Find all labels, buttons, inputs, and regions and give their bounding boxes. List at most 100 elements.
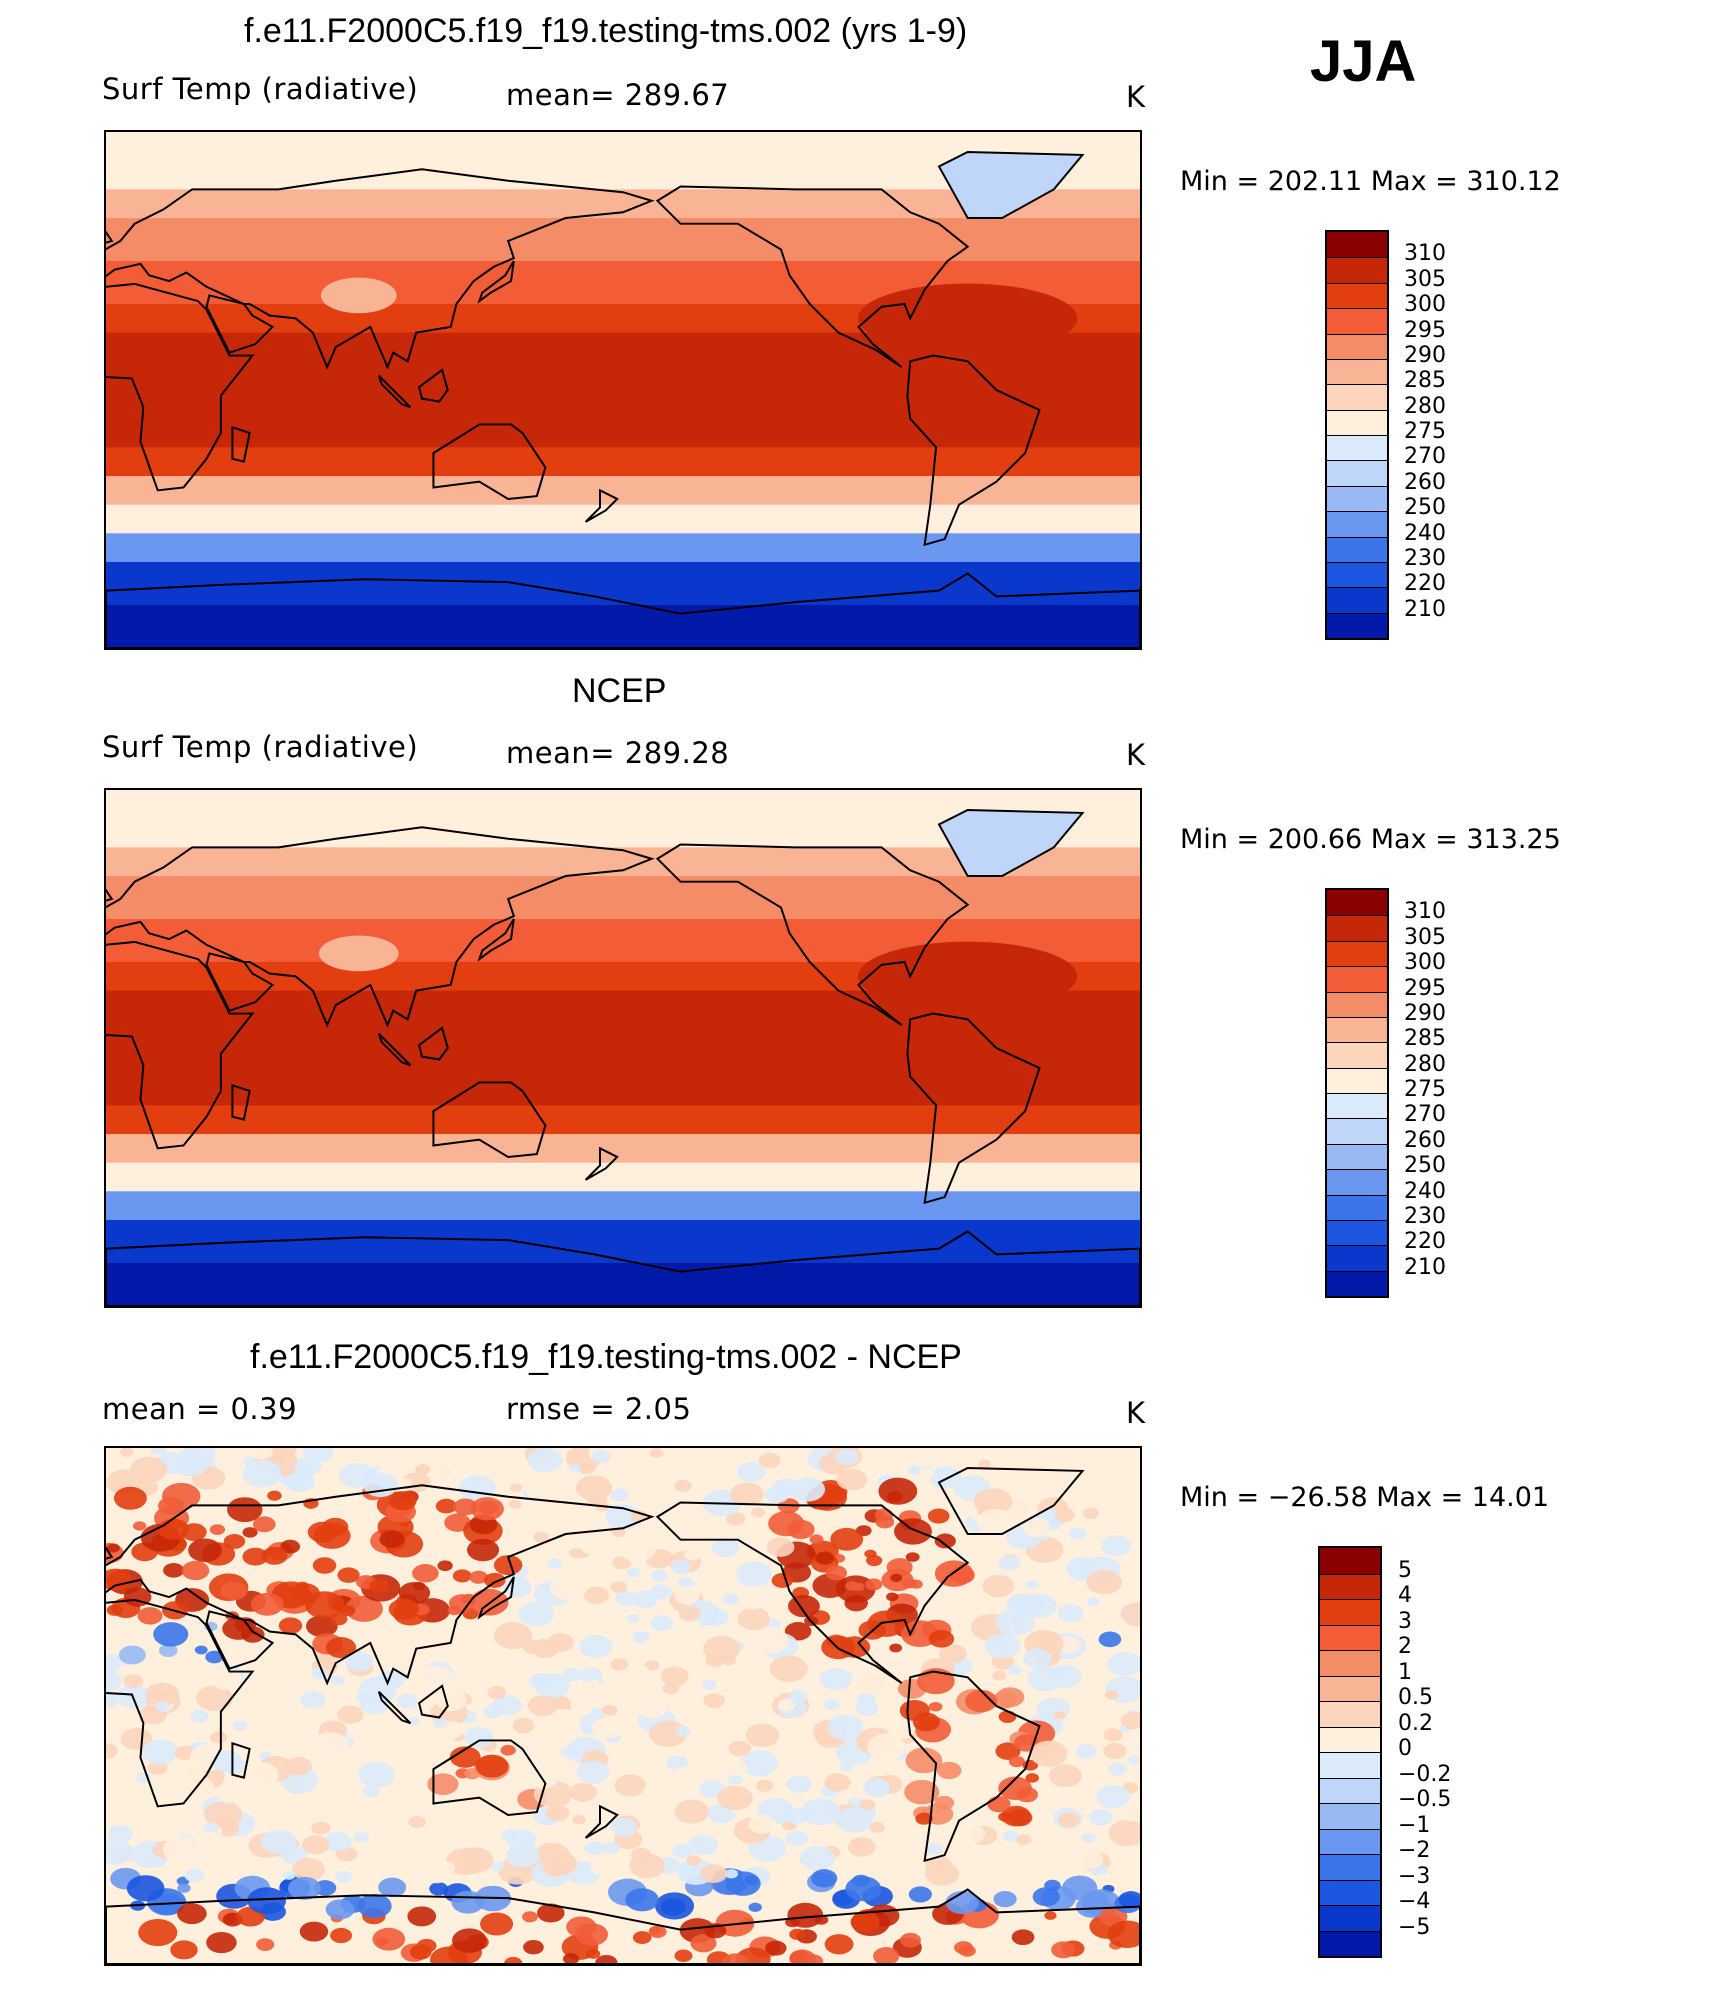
diff-blob: [629, 1664, 649, 1678]
colorbar-tick-label: 250: [1404, 1153, 1446, 1179]
colorbar-tick-label: 300: [1404, 292, 1446, 318]
diff-blob: [396, 1693, 418, 1709]
diff-blob: [1091, 1708, 1105, 1718]
diff-blob: [527, 1448, 563, 1473]
diff-blob: [632, 1931, 652, 1945]
diff-blob: [350, 1795, 369, 1809]
temperature-band: [106, 818, 1140, 834]
coastline: [655, 1501, 970, 1684]
colorbar-tick-label: 220: [1404, 1229, 1446, 1255]
colorbar-segment: [1327, 991, 1387, 1017]
temperature-band: [106, 1177, 1140, 1192]
diff-blob: [993, 1890, 1017, 1908]
warm-pool: [858, 941, 1078, 1012]
diff-blob: [1016, 1834, 1032, 1846]
coastline: [584, 1804, 619, 1839]
colorbar-segment: [1320, 1752, 1380, 1778]
diff-blob: [106, 1743, 118, 1759]
diff-blob: [650, 1569, 669, 1583]
colorbar-segment: [1320, 1675, 1380, 1701]
diff-blob: [429, 1882, 449, 1896]
panel1-units: K: [1126, 80, 1146, 114]
diff-blob: [749, 1626, 789, 1654]
diff-blob: [242, 1459, 282, 1488]
diff-blob: [118, 1645, 146, 1665]
diff-blob: [587, 1679, 600, 1688]
diff-blob: [241, 1626, 265, 1643]
diff-blob: [369, 1578, 390, 1593]
diff-blob: [823, 1699, 840, 1711]
diff-blob: [670, 1559, 691, 1575]
diff-blob: [323, 1831, 352, 1852]
diff-blob: [356, 1844, 376, 1858]
diff-blob: [590, 1858, 616, 1876]
coastline: [106, 282, 255, 492]
diff-blob: [242, 1527, 258, 1538]
colorbar-segment: [1320, 1650, 1380, 1676]
colorbar-segment: [1327, 1169, 1387, 1195]
diff-blob: [998, 1812, 1012, 1822]
diff-blob: [572, 1814, 586, 1825]
diff-blob: [427, 1773, 459, 1796]
colorbar-tick-label: 305: [1404, 266, 1446, 292]
colorbar-tick-label: 4: [1398, 1583, 1412, 1608]
diff-blob: [518, 1601, 555, 1627]
diff-blob: [158, 1518, 189, 1540]
coastline: [906, 1670, 1041, 1863]
diff-blob: [407, 1906, 437, 1927]
temperature-band: [106, 1191, 1140, 1207]
diff-blob: [470, 1497, 504, 1521]
diff-blob: [1122, 1803, 1140, 1822]
diff-blob: [285, 1757, 313, 1776]
diff-blob: [819, 1667, 853, 1691]
temperature-band: [106, 432, 1140, 448]
diff-blob: [889, 1649, 909, 1664]
diff-blob: [523, 1939, 544, 1955]
diff-blob: [666, 1755, 688, 1771]
diff-blob: [571, 1560, 590, 1574]
diff-blob: [509, 1483, 523, 1492]
colorbar-segment: [1320, 1777, 1380, 1803]
panel2-units: K: [1126, 738, 1146, 772]
temperature-band: [106, 404, 1140, 420]
colorbar-tick-label: 285: [1404, 1026, 1446, 1052]
colorbar-segment: [1327, 384, 1387, 410]
temperature-band: [106, 1205, 1140, 1221]
colorbar-segment: [1320, 1726, 1380, 1752]
diff-blob: [123, 1674, 144, 1689]
diff-blob: [508, 1499, 522, 1509]
diff-blob: [292, 1858, 325, 1881]
diff-blob: [526, 1479, 560, 1504]
diff-blob: [1049, 1528, 1067, 1541]
diff-blob: [415, 1463, 431, 1475]
diff-blob: [882, 1679, 899, 1692]
diff-blob: [285, 1471, 315, 1493]
diff-blob: [576, 1760, 610, 1784]
diff-blob: [884, 1460, 909, 1477]
diff-blob: [1002, 1830, 1019, 1842]
diff-blob: [1057, 1604, 1084, 1623]
diff-blob: [677, 1577, 695, 1590]
colorbar-segment: [1327, 1270, 1387, 1296]
diff-blob: [1015, 1456, 1036, 1471]
diff-blob: [1025, 1841, 1044, 1854]
diff-blob: [1044, 1911, 1057, 1920]
diff-blob: [840, 1762, 854, 1772]
diff-blob: [287, 1876, 322, 1900]
diff-blob: [447, 1605, 462, 1616]
temperature-band: [106, 1090, 1140, 1106]
diff-blob: [500, 1828, 518, 1841]
coastline: [377, 1033, 412, 1067]
diff-blob: [398, 1581, 431, 1604]
colorbar-segment: [1320, 1701, 1380, 1727]
diff-blob: [271, 1643, 308, 1669]
coastline: [377, 1691, 412, 1725]
coastline: [477, 260, 515, 304]
diff-blob: [435, 1498, 457, 1514]
diff-blob: [301, 1835, 330, 1855]
colorbar-tick-label: −0.5: [1398, 1787, 1452, 1812]
diff-blob: [737, 1462, 766, 1482]
diff-blob: [1036, 1856, 1051, 1867]
colorbar-segment: [1320, 1854, 1380, 1880]
colorbar-segment: [1327, 536, 1387, 562]
